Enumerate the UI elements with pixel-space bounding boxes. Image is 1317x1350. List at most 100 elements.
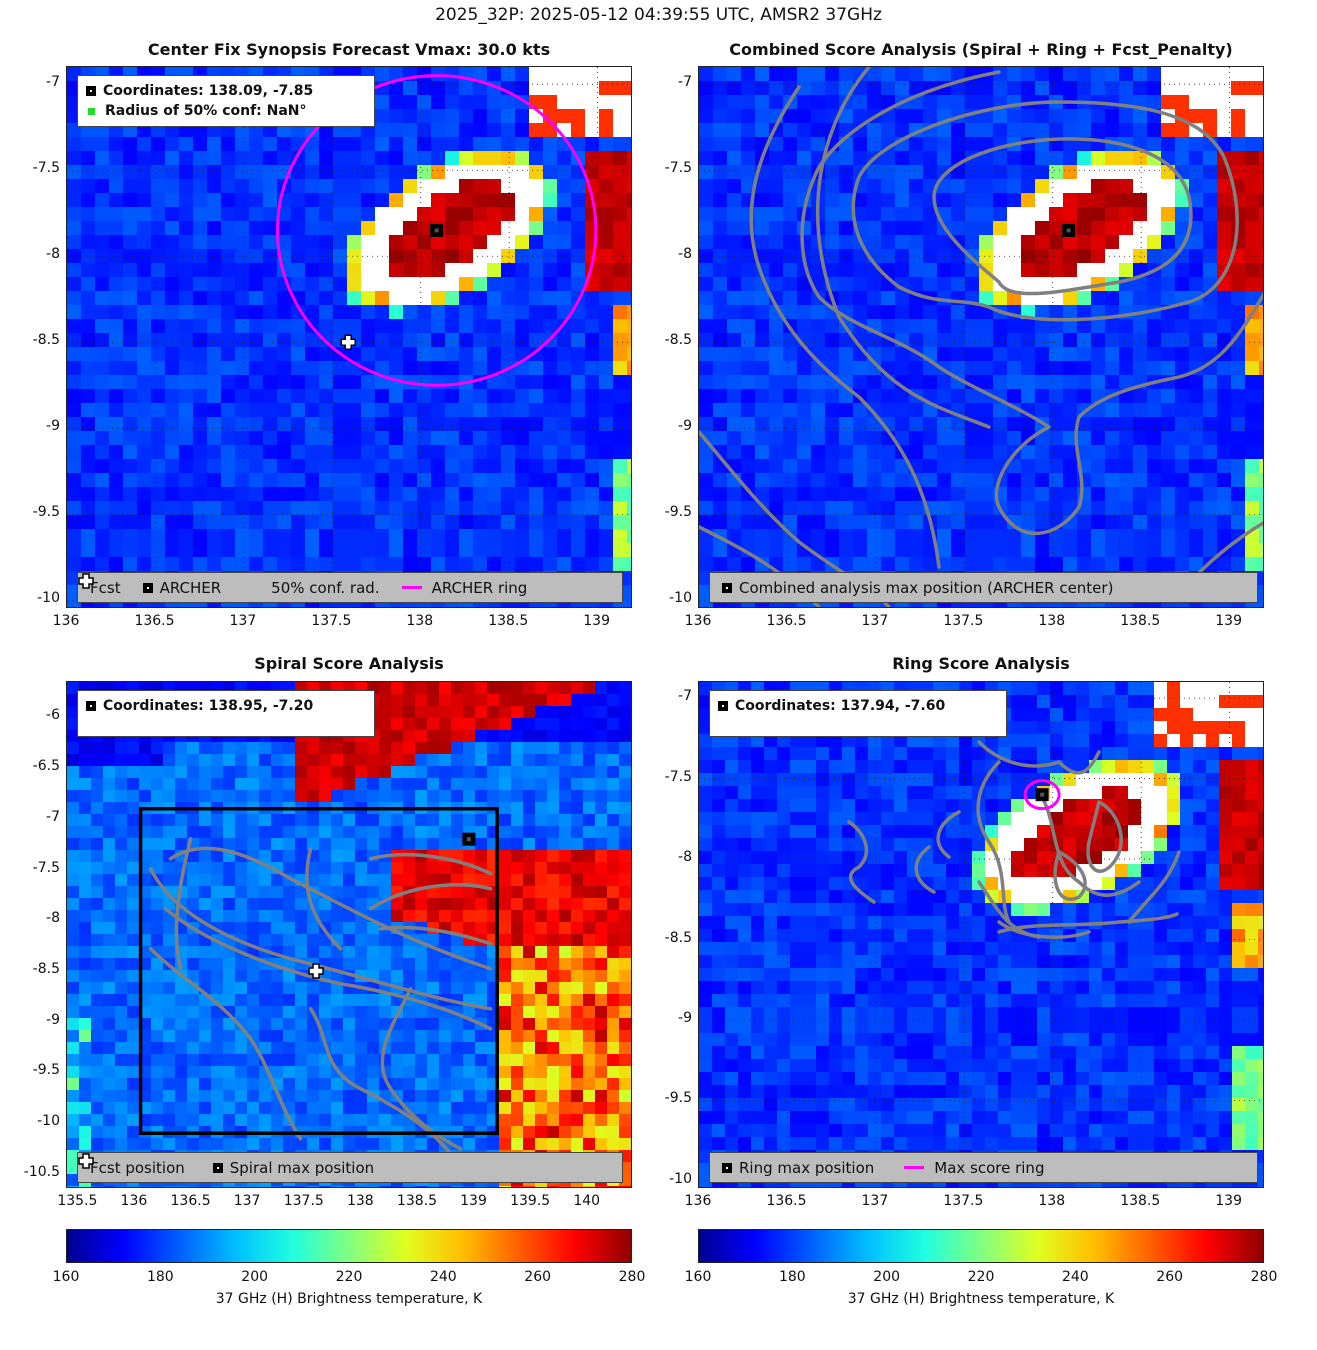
heatmap-cell — [599, 487, 614, 502]
heatmap-cell — [347, 375, 362, 390]
heatmap-cell — [951, 179, 966, 194]
heatmap-cell — [431, 459, 446, 474]
heatmap-cell — [271, 1066, 284, 1079]
heatmap-cell — [431, 543, 446, 558]
heatmap-cell — [1021, 123, 1036, 138]
heatmap-cell — [445, 179, 460, 194]
heatmap-cell — [993, 543, 1008, 558]
heatmap-cell — [427, 766, 440, 779]
heatmap-cell — [127, 766, 140, 779]
heatmap-cell — [1091, 179, 1106, 194]
heatmap-cell — [909, 165, 924, 180]
heatmap-cell — [403, 81, 418, 96]
heatmap-cell — [235, 970, 248, 983]
heatmap-cell — [501, 459, 516, 474]
heatmap-cell — [741, 179, 756, 194]
heatmap-cell — [543, 487, 558, 502]
heatmap-cell — [67, 694, 80, 707]
heatmap-cell — [91, 790, 104, 803]
heatmap-cell — [1259, 123, 1263, 138]
heatmap-cell — [235, 445, 250, 460]
heatmap-cell — [333, 151, 348, 166]
heatmap-cell — [259, 898, 272, 911]
heatmap-cell — [487, 347, 502, 362]
heatmap-cell — [755, 361, 770, 376]
heatmap-cell — [599, 389, 614, 404]
heatmap-cell — [515, 305, 530, 320]
heatmap-cell — [1203, 221, 1218, 236]
heatmap-cell — [235, 361, 250, 376]
heatmap-cell — [501, 249, 516, 264]
heatmap-cell — [1203, 193, 1218, 208]
heatmap-cell — [331, 862, 344, 875]
heatmap-cell — [367, 742, 380, 755]
heatmap-cell — [463, 1030, 476, 1043]
heatmap-cell — [109, 431, 124, 446]
heatmap-cell — [427, 1030, 440, 1043]
heatmap-cell — [895, 221, 910, 236]
heatmap-cell — [1091, 459, 1106, 474]
heatmap-cell — [515, 543, 530, 558]
heatmap-cell — [305, 459, 320, 474]
heatmap-cell — [319, 826, 332, 839]
heatmap-cell — [523, 850, 536, 863]
heatmap-cell — [1217, 179, 1232, 194]
heatmap-cell — [627, 557, 631, 572]
heatmap-cell — [247, 790, 260, 803]
heatmap-cell — [1077, 263, 1092, 278]
heatmap-cell — [993, 599, 1008, 607]
heatmap-cell — [179, 151, 194, 166]
heatmap-cell — [1091, 417, 1106, 432]
heatmap-cell — [249, 235, 264, 250]
heatmap-cell — [295, 1090, 308, 1103]
heatmap-cell — [825, 389, 840, 404]
heatmap-cell — [91, 1078, 104, 1091]
heatmap-cell — [1245, 501, 1260, 516]
heatmap-cell — [1091, 599, 1106, 607]
heatmap-cell — [81, 165, 96, 180]
heatmap-cell — [271, 826, 284, 839]
heatmap-cell — [613, 529, 628, 544]
heatmap-cell — [727, 67, 742, 82]
heatmap-cell — [557, 207, 572, 222]
heatmap-cell — [91, 922, 104, 935]
heatmap-cell — [515, 515, 530, 530]
heatmap-cell — [867, 137, 882, 152]
heatmap-cell — [331, 1102, 344, 1115]
heatmap-cell — [867, 557, 882, 572]
heatmap-cell — [1147, 431, 1162, 446]
heatmap-cell — [403, 109, 418, 124]
heatmap-cell — [389, 347, 404, 362]
heatmap-cell — [755, 95, 770, 110]
heatmap-cell — [501, 207, 516, 222]
archer-marker-icon — [142, 582, 153, 593]
heatmap-cell — [109, 389, 124, 404]
heatmap-cell — [193, 417, 208, 432]
heatmap-cell — [151, 862, 164, 875]
heatmap-cell — [79, 1078, 92, 1091]
heatmap-cell — [1245, 319, 1260, 334]
heatmap-cell — [249, 403, 264, 418]
heatmap-cell — [473, 417, 488, 432]
heatmap-cell — [853, 445, 868, 460]
heatmap-cell — [375, 95, 390, 110]
heatmap-cell — [895, 179, 910, 194]
heatmap-cell — [271, 1138, 284, 1151]
heatmap-cell — [475, 778, 488, 791]
heatmap-cell — [1091, 347, 1106, 362]
heatmap-cell — [163, 1186, 176, 1187]
heatmap-cell — [511, 958, 524, 971]
heatmap-cell — [151, 207, 166, 222]
heatmap-cell — [319, 994, 332, 1007]
heatmap-cell — [361, 529, 376, 544]
heatmap-cell — [427, 706, 440, 719]
heatmap-cell — [1147, 389, 1162, 404]
heatmap-cell — [199, 814, 212, 827]
heatmap-cell — [115, 1018, 128, 1031]
heatmap-cell — [427, 982, 440, 995]
heatmap-cell — [1175, 305, 1190, 320]
heatmap-cell — [427, 730, 440, 743]
heatmap-cell — [403, 487, 418, 502]
heatmap-cell — [713, 389, 728, 404]
heatmap-cell — [319, 319, 334, 334]
